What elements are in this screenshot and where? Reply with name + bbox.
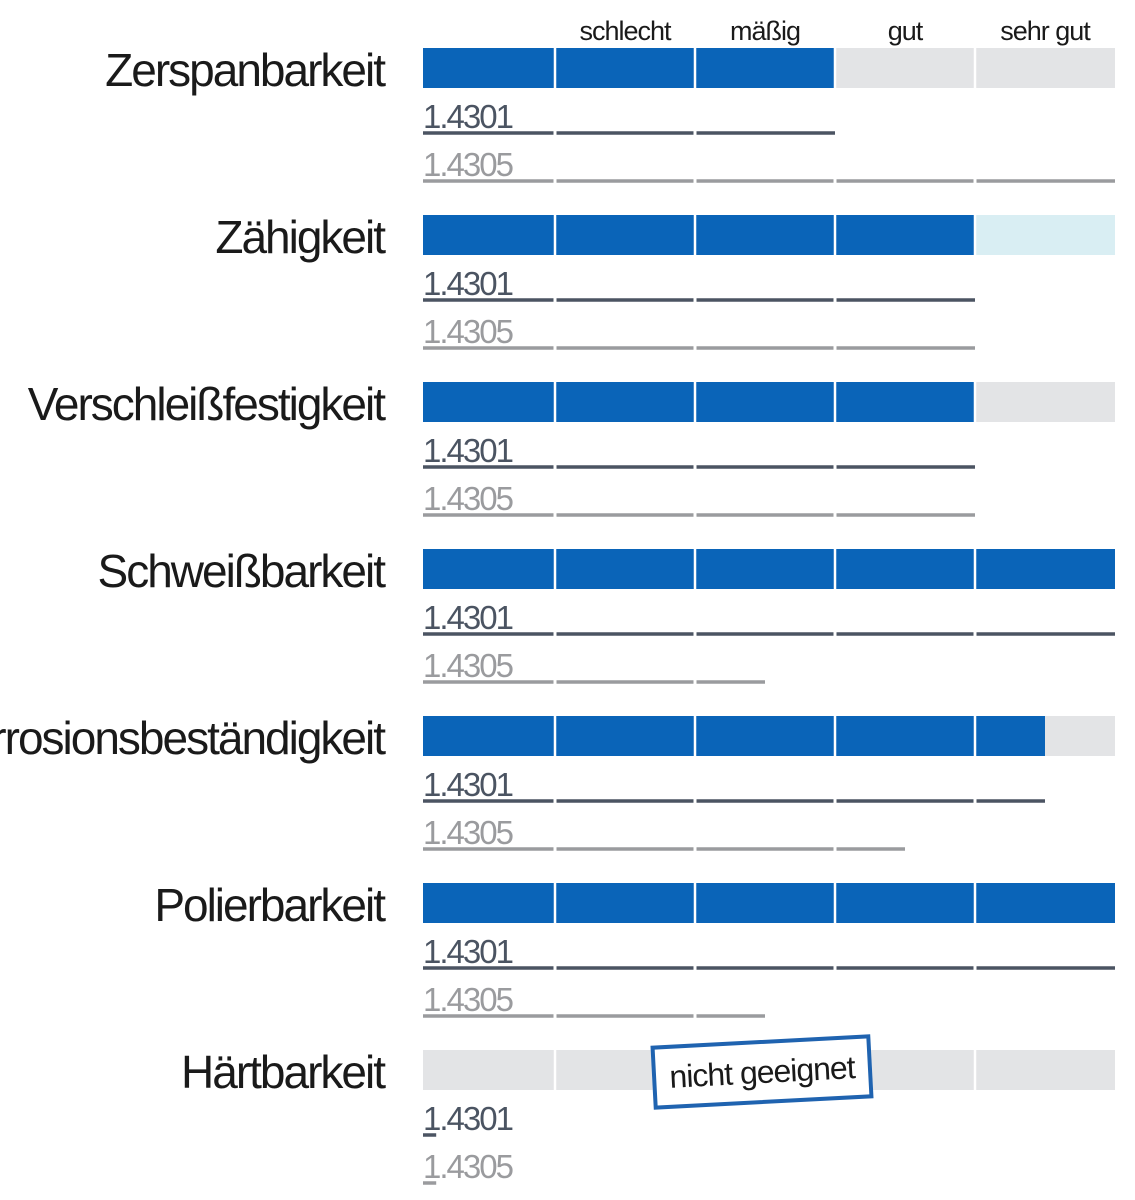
bar: [423, 716, 1045, 756]
category-label: Korrosionsbeständigkeit: [0, 712, 386, 764]
series-label: 1.4301: [423, 432, 513, 469]
series-label: 1.4301: [423, 98, 513, 135]
stamp-nicht-geeignet: nicht geeignet: [650, 1034, 874, 1110]
series-label: 1.4305: [423, 146, 513, 183]
series-label: 1.4301: [423, 1100, 513, 1137]
series-label: 1.4301: [423, 766, 513, 803]
bar: [423, 883, 1115, 923]
scale-label: gut: [888, 16, 924, 46]
category-label: Verschleißfestigkeit: [28, 378, 386, 430]
series-label: 1.4305: [423, 981, 513, 1018]
series-label: 1.4305: [423, 814, 513, 851]
bar: [423, 215, 975, 255]
series-label: 1.4305: [423, 647, 513, 684]
category-label: Polierbarkeit: [154, 879, 386, 931]
category-label: Härtbarkeit: [181, 1046, 386, 1098]
series-label: 1.4301: [423, 599, 513, 636]
series-label: 1.4305: [423, 313, 513, 350]
series-label: 1.4305: [423, 480, 513, 517]
bar: [423, 549, 1115, 589]
stamp-text: nicht geeignet: [668, 1048, 856, 1095]
bar: [423, 382, 975, 422]
category-label: Schweißbarkeit: [98, 545, 387, 597]
scale-label: schlecht: [579, 16, 672, 46]
scale-label: sehr gut: [1000, 16, 1091, 46]
scale-label: mäßig: [730, 16, 800, 46]
series-label: 1.4301: [423, 265, 513, 302]
bar: [423, 48, 835, 88]
category-label: Zähigkeit: [215, 211, 386, 263]
category-label: Zerspanbarkeit: [105, 44, 386, 96]
series-label: 1.4305: [423, 1148, 513, 1185]
series-label: 1.4301: [423, 933, 513, 970]
